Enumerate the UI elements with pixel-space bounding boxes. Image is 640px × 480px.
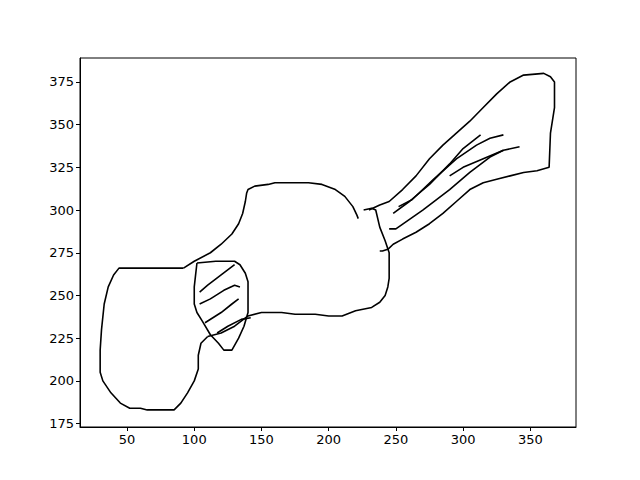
svg-text:250: 250 [383, 432, 408, 447]
svg-text:200: 200 [316, 432, 341, 447]
svg-text:250: 250 [49, 288, 74, 303]
svg-text:200: 200 [49, 373, 74, 388]
svg-text:100: 100 [182, 432, 207, 447]
svg-text:350: 350 [49, 117, 74, 132]
svg-text:300: 300 [451, 432, 476, 447]
svg-text:325: 325 [49, 160, 74, 175]
svg-text:50: 50 [119, 432, 136, 447]
svg-text:375: 375 [49, 74, 74, 89]
svg-text:275: 275 [49, 245, 74, 260]
svg-text:350: 350 [518, 432, 543, 447]
svg-text:225: 225 [49, 331, 74, 346]
svg-text:300: 300 [49, 203, 74, 218]
svg-text:150: 150 [249, 432, 274, 447]
svg-text:175: 175 [49, 416, 74, 431]
